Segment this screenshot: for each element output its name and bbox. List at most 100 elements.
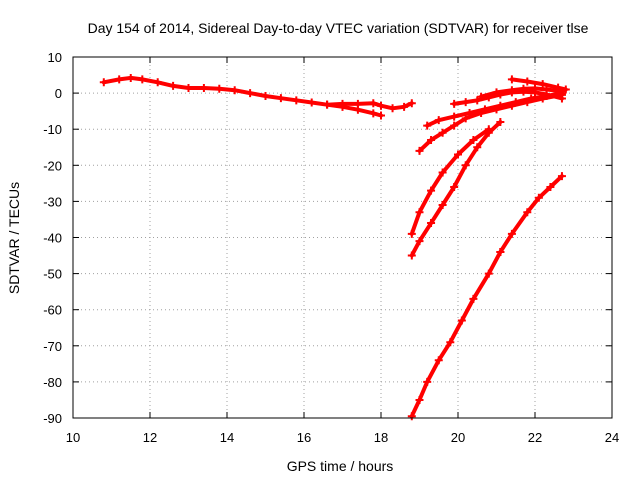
data-point	[523, 77, 532, 86]
series-arc-11	[507, 75, 570, 94]
y-tick-label: -40	[43, 231, 62, 246]
x-tick-label: 10	[66, 430, 80, 445]
data-point	[400, 102, 409, 111]
data-point	[438, 201, 447, 210]
series-arc-6	[407, 125, 493, 238]
data-point	[126, 73, 135, 82]
data-point	[415, 395, 424, 404]
data-point	[511, 98, 520, 107]
y-tick-label: -50	[43, 267, 62, 282]
data-point	[469, 294, 478, 303]
x-tick-label: 20	[451, 430, 465, 445]
data-point	[507, 229, 516, 238]
data-point	[554, 83, 563, 92]
x-axis-label: GPS time / hours	[287, 458, 394, 474]
series-arc-4	[496, 172, 566, 256]
data-point	[169, 81, 178, 90]
data-point	[407, 412, 416, 421]
x-tick-label: 16	[297, 430, 311, 445]
series-line	[498, 174, 564, 254]
data-point	[496, 101, 505, 110]
data-point	[423, 377, 432, 386]
data-point	[369, 109, 378, 118]
data-point	[484, 125, 493, 134]
data-point	[377, 111, 385, 120]
data-point	[434, 356, 443, 365]
y-tick-label: -20	[43, 158, 62, 173]
data-point	[434, 116, 443, 125]
data-point	[507, 75, 516, 84]
data-point	[492, 88, 501, 97]
data-point	[230, 86, 239, 95]
data-point	[246, 89, 255, 98]
data-point	[484, 269, 493, 278]
data-point	[215, 84, 224, 93]
data-point	[446, 338, 455, 347]
data-point	[450, 112, 459, 121]
y-tick-label: -60	[43, 303, 62, 318]
data-point	[473, 143, 482, 152]
data-point	[523, 208, 532, 217]
x-tick-label: 22	[528, 430, 542, 445]
tick-marks	[72, 56, 613, 419]
series-arc-10	[477, 84, 566, 101]
data-point	[423, 121, 432, 130]
data-point	[427, 219, 436, 228]
data-point	[465, 108, 474, 117]
y-tick-label: -80	[43, 375, 62, 390]
data-point	[438, 128, 447, 137]
data-point	[427, 136, 436, 145]
data-point	[450, 99, 459, 108]
series-line	[409, 249, 503, 419]
y-tick-label: -10	[43, 122, 62, 137]
data-point	[527, 94, 536, 103]
data-point	[353, 99, 362, 108]
series-arc-5	[407, 117, 505, 260]
data-point	[369, 99, 378, 108]
data-point	[454, 150, 462, 159]
data-point	[377, 101, 385, 110]
data-point	[323, 100, 332, 109]
data-point	[461, 98, 470, 107]
data-point	[99, 78, 108, 87]
data-point	[557, 172, 566, 181]
data-point	[153, 78, 162, 87]
data-point	[477, 92, 486, 101]
data-point	[480, 105, 489, 114]
series-arc-2	[323, 99, 416, 113]
data-point	[292, 96, 301, 105]
y-tick-label: 10	[48, 50, 62, 65]
data-point	[338, 99, 347, 108]
series-line	[425, 91, 564, 128]
data-point	[427, 186, 436, 195]
data-point	[407, 229, 416, 238]
chart-title: Day 154 of 2014, Sidereal Day-to-day VTE…	[88, 20, 589, 36]
data-point	[461, 161, 470, 170]
data-point	[115, 75, 124, 84]
x-tick-label: 14	[220, 430, 234, 445]
series-line	[409, 120, 503, 258]
grid	[73, 57, 612, 418]
data-series-layer	[99, 73, 570, 421]
data-point	[450, 182, 459, 191]
data-point	[407, 99, 416, 108]
data-point	[438, 168, 447, 177]
series-arc-1	[99, 73, 385, 120]
y-tick-label: 0	[55, 86, 62, 101]
data-point	[138, 75, 147, 84]
data-point	[276, 94, 285, 103]
y-tick-label: -30	[43, 194, 62, 209]
series-line	[101, 75, 383, 118]
data-point	[415, 208, 424, 217]
y-tick-label: -90	[43, 411, 62, 426]
data-point	[415, 237, 424, 246]
data-point	[531, 84, 539, 93]
data-point	[450, 121, 459, 130]
series-line	[417, 92, 564, 153]
data-point	[457, 316, 466, 325]
x-tick-label: 12	[143, 430, 157, 445]
data-point	[507, 86, 516, 95]
x-tick-label: 18	[374, 430, 388, 445]
data-point	[519, 84, 528, 93]
